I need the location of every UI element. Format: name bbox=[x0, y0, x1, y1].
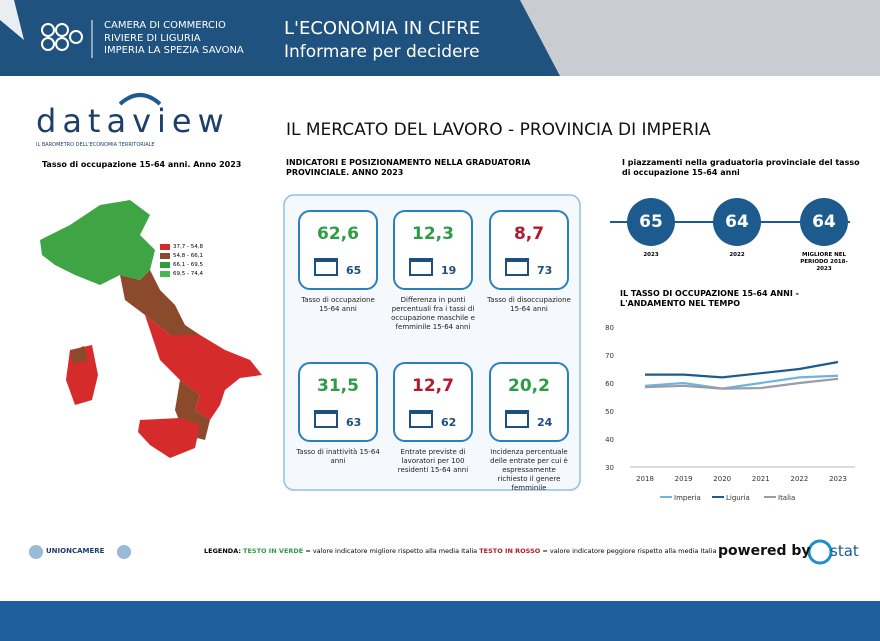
building-icon bbox=[505, 258, 529, 276]
y-tick-label: 70 bbox=[605, 352, 614, 360]
building-icon bbox=[409, 258, 433, 276]
indicator-rank: 63 bbox=[346, 416, 362, 429]
chart-title: IL TASSO DI OCCUPAZIONE 15-64 ANNI - L'A… bbox=[620, 289, 799, 309]
red-desc: = valore indicatore peggiore rispetto al… bbox=[542, 547, 717, 555]
page-title: IL MERCATO DEL LAVORO - PROVINCIA DI IMP… bbox=[286, 120, 711, 140]
legend-item: 69,5 - 74,4 bbox=[160, 269, 203, 278]
indicator-label: Tasso di disoccupazione 15-64 anni bbox=[487, 296, 571, 314]
legend-label: 69,5 - 74,4 bbox=[173, 270, 203, 277]
legend-swatch bbox=[160, 261, 170, 268]
series-line bbox=[644, 377, 839, 390]
org-name: CAMERA DI COMMERCIO RIVIERE DI LIGURIA I… bbox=[104, 20, 244, 58]
indicator-card: 12,3 19 bbox=[393, 210, 473, 290]
legend-item: 37,7 - 54,8 bbox=[160, 242, 203, 251]
brand: stat bbox=[830, 542, 859, 560]
rank-label: MIGLIORE NEL PERIODO 2018-2023 bbox=[800, 252, 848, 273]
indicator-value: 31,5 bbox=[317, 376, 359, 396]
footer-unioncamere: UNIONCAMERE bbox=[46, 547, 105, 555]
indicator-card: 8,7 73 bbox=[489, 210, 569, 290]
green-text: TESTO IN VERDE bbox=[243, 547, 304, 555]
indicator-value: 8,7 bbox=[513, 224, 545, 244]
rank-circle: 64 bbox=[800, 198, 848, 246]
logo: dataview bbox=[36, 102, 230, 140]
building-icon bbox=[314, 410, 338, 428]
logo-tagline: IL BAROMETRO DELL'ECONOMIA TERRITORIALE bbox=[36, 142, 155, 148]
x-tick-label: 2023 bbox=[829, 475, 847, 483]
y-tick-label: 60 bbox=[605, 380, 614, 388]
indicator-value: 20,2 bbox=[508, 376, 550, 396]
indicator-label: Tasso di occupazione 15-64 anni bbox=[301, 296, 375, 314]
line-chart: 30 40 50 60 70 80 2018 2019 2020 2021 2022 2023 Impe… bbox=[605, 324, 855, 502]
map-title: Tasso di occupazione 15-64 anni. Anno 20… bbox=[42, 160, 242, 169]
legend-label: 54,8 - 66,1 bbox=[173, 252, 203, 259]
legend-item: 66,1 - 69,5 bbox=[160, 260, 203, 269]
indicator-rank: 24 bbox=[537, 416, 553, 429]
indicators-title: INDICATORI E POSIZIONAMENTO NELLA GRADUA… bbox=[286, 158, 531, 178]
indicator-rank: 73 bbox=[537, 264, 553, 277]
map-legend: 37,7 - 54,8 54,8 - 66,1 66,1 - 69,5 69,5 - … bbox=[160, 242, 203, 278]
indicator-rank: 65 bbox=[346, 264, 362, 277]
header-subtitle: Informare per decidere bbox=[284, 42, 480, 62]
indicator-card: 31,5 63 bbox=[298, 362, 378, 442]
indicator-card: 62,6 65 bbox=[298, 210, 378, 290]
indicator-label: Differenza in punti percentuali fra i ta… bbox=[391, 296, 475, 332]
y-tick-label: 30 bbox=[605, 464, 614, 472]
y-tick-label: 80 bbox=[605, 324, 614, 332]
legend-item: 54,8 - 66,1 bbox=[160, 251, 203, 260]
rank-label: 2023 bbox=[643, 252, 659, 258]
x-tick-label: 2021 bbox=[752, 475, 770, 483]
legend-swatch bbox=[160, 252, 170, 259]
indicator-value: 62,6 bbox=[317, 224, 359, 244]
rank-label: 2022 bbox=[729, 252, 745, 258]
indicator-label: Tasso di inattività 15-64 anni bbox=[296, 448, 380, 466]
org-line: IMPERIA LA SPEZIA SAVONA bbox=[104, 45, 244, 56]
indicator-value: 12,3 bbox=[412, 224, 454, 244]
indicator-rank: 19 bbox=[441, 264, 457, 277]
indicator-value: 12,7 bbox=[412, 376, 454, 396]
rank-circle: 65 bbox=[627, 198, 675, 246]
building-icon bbox=[409, 410, 433, 428]
x-tick-label: 2022 bbox=[790, 475, 808, 483]
x-tick-label: 2019 bbox=[675, 475, 693, 483]
series-line bbox=[644, 374, 839, 390]
indicator-rank: 62 bbox=[441, 416, 457, 429]
org-line: CAMERA DI COMMERCIO bbox=[104, 20, 226, 31]
indicator-card: 12,7 62 bbox=[393, 362, 473, 442]
header-title: L'ECONOMIA IN CIFRE bbox=[284, 18, 481, 39]
y-tick-label: 50 bbox=[605, 408, 614, 416]
legend-label: Italia bbox=[778, 494, 795, 502]
building-icon bbox=[314, 258, 338, 276]
x-tick-label: 2018 bbox=[636, 475, 654, 483]
legend-label: Liguria bbox=[726, 494, 750, 502]
red-text: TESTO IN ROSSO bbox=[479, 547, 541, 555]
rank-circle: 64 bbox=[713, 198, 761, 246]
x-tick-label: 2020 bbox=[713, 475, 731, 483]
legend-swatch bbox=[160, 243, 170, 250]
ranking-title: I piazzamenti nella graduatoria provinci… bbox=[622, 158, 860, 178]
footer-legend: LEGENDA: TESTO IN VERDE = valore indicat… bbox=[204, 547, 717, 555]
building-icon bbox=[505, 410, 529, 428]
green-desc: = valore indicatore migliore rispetto al… bbox=[305, 547, 478, 555]
legend-label: 66,1 - 69,5 bbox=[173, 261, 203, 268]
y-tick-label: 40 bbox=[605, 436, 614, 444]
indicator-label: Entrate previste di lavoratori per 100 r… bbox=[397, 448, 469, 475]
legend-swatch bbox=[160, 270, 170, 277]
legend-label: LEGENDA: bbox=[204, 547, 241, 555]
indicator-card: 20,2 24 bbox=[489, 362, 569, 442]
powered-by: powered by bbox=[718, 543, 811, 559]
series-line bbox=[645, 360, 839, 379]
legend-label: 37,7 - 54,8 bbox=[173, 243, 203, 250]
indicator-label: Incidenza percentuale delle entrate per … bbox=[490, 448, 568, 493]
legend-label: Imperia bbox=[674, 494, 701, 502]
org-line: RIVIERE DI LIGURIA bbox=[104, 32, 201, 44]
